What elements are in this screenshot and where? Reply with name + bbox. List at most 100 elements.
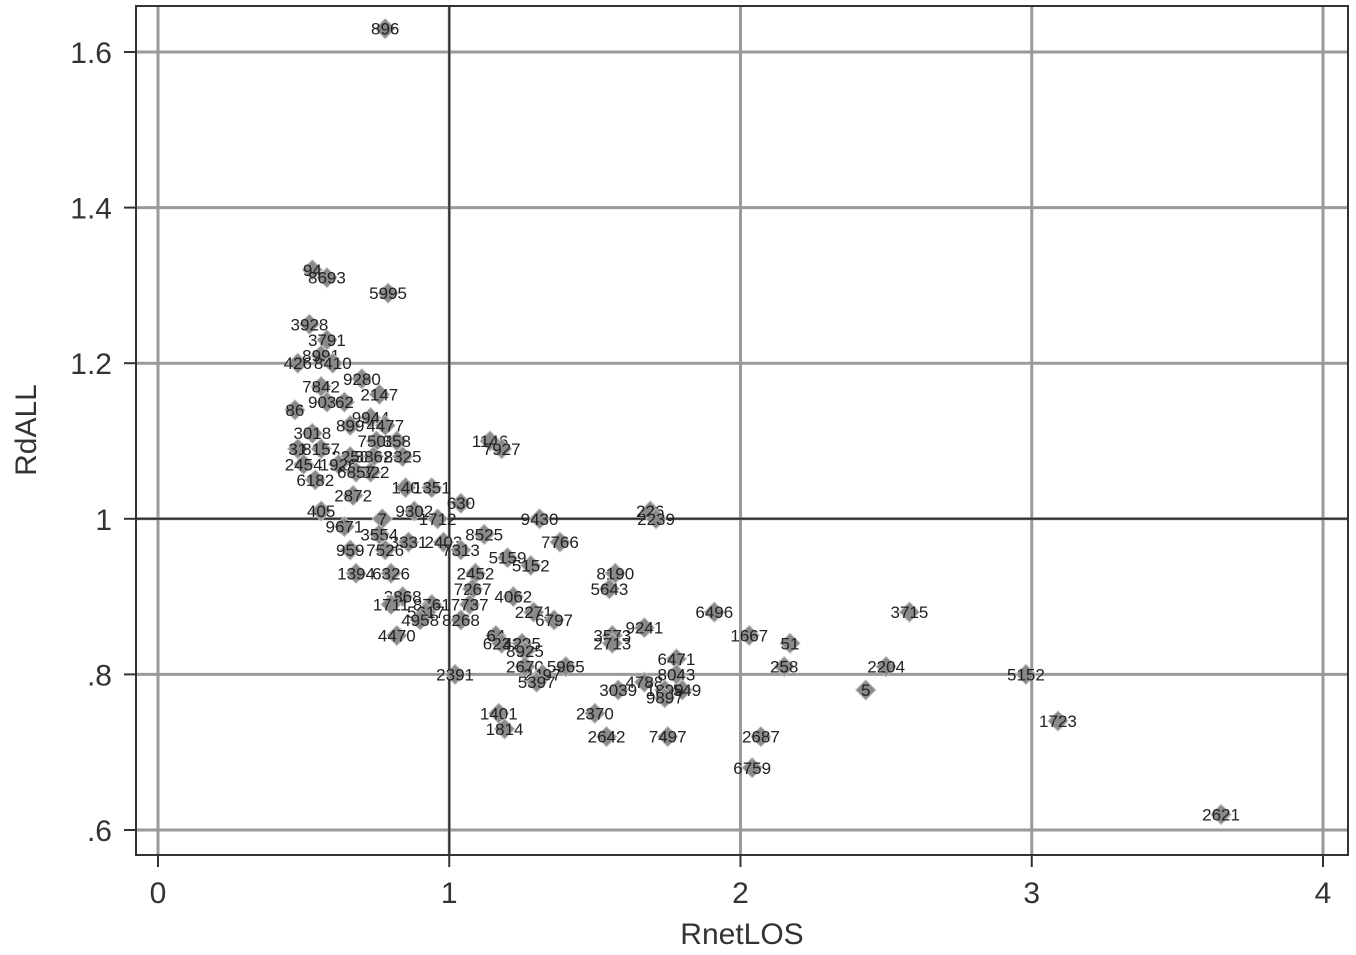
data-point-label: 8325 (384, 448, 422, 467)
data-point-marker (394, 476, 417, 499)
data-point-marker (386, 624, 408, 647)
data-point-marker (514, 655, 536, 678)
data-point-marker (316, 266, 338, 289)
data-point-label: 2452 (457, 564, 495, 583)
data-point-marker (391, 445, 414, 468)
data-point-label: 3331 (390, 533, 428, 552)
data-point-label: 2642 (588, 728, 626, 747)
data-point-marker (671, 679, 693, 701)
data-point-label: 6231 (483, 634, 521, 653)
data-point-marker (520, 554, 542, 577)
data-point-label: 9671 (325, 518, 363, 537)
y-tick-label: 1.6 (70, 37, 112, 70)
data-point-marker (473, 523, 495, 546)
data-point-label: 6182 (296, 471, 334, 490)
data-point-label: 9897 (646, 689, 684, 708)
data-point-marker (607, 679, 629, 701)
data-point-marker (386, 430, 408, 452)
data-point-marker (421, 476, 443, 499)
x-tick-label: 2 (732, 877, 749, 910)
data-point-label: 2391 (436, 665, 474, 684)
data-point-marker (633, 671, 656, 693)
data-point-marker (875, 655, 897, 678)
data-point-marker (426, 508, 449, 530)
data-point-label: 959 (336, 541, 364, 560)
y-tick-label: .6 (87, 815, 112, 848)
data-point-label: 8410 (314, 354, 352, 373)
data-point-label: 8525 (465, 525, 503, 544)
x-tick-label: 1 (441, 877, 458, 910)
data-point-marker (741, 757, 763, 779)
data-point-label: 6857 (337, 463, 375, 482)
x-tick-label: 3 (1023, 877, 1040, 910)
plot-frame (135, 5, 1349, 856)
data-point-label: 2621 (1202, 805, 1240, 824)
data-point-label: 5 (861, 681, 870, 700)
data-point-label: 140 (391, 479, 419, 498)
data-point-marker (665, 663, 688, 686)
data-point-marker (779, 632, 801, 654)
data-point-label: 1351 (413, 479, 451, 498)
data-point-label: 1394 (337, 564, 375, 583)
data-point-label: 1712 (419, 510, 457, 529)
data-point-marker (601, 632, 624, 654)
data-point-marker (342, 484, 364, 507)
data-point-marker (595, 725, 618, 748)
y-tick-label: 1.4 (70, 193, 112, 226)
data-point-marker (292, 453, 315, 476)
data-point-marker (604, 562, 626, 584)
data-point-marker (304, 469, 326, 491)
data-point-label: 7 (378, 510, 387, 529)
data-point-label: 5995 (369, 284, 407, 303)
data-point-marker (543, 609, 565, 631)
data-point-label: 2454 (285, 455, 323, 474)
data-point-label: 5152 (512, 556, 550, 575)
data-point-label: 62 (335, 393, 354, 412)
data-point-marker (450, 609, 472, 631)
data-point-label: 1723 (1039, 712, 1077, 731)
data-point-label: 4062 (494, 588, 532, 607)
data-point-label: 2713 (593, 634, 631, 653)
data-point-marker (450, 492, 472, 514)
data-point-label: 2271 (515, 603, 553, 622)
data-point-marker (333, 515, 356, 538)
data-point-label: 9302 (395, 502, 433, 521)
x-axis-title: RnetLOS (680, 918, 803, 951)
data-point-marker (855, 679, 877, 701)
data-point-marker (345, 461, 367, 483)
data-point-label: 5397 (518, 673, 556, 692)
data-point-label: 6326 (372, 564, 410, 583)
data-point-marker (298, 313, 321, 336)
data-point-marker (645, 508, 667, 530)
y-tick-label: 1.2 (70, 348, 112, 381)
data-point-marker (738, 624, 760, 647)
data-point-marker (403, 500, 426, 522)
data-point-label: 3862 (355, 448, 393, 467)
data-point-marker (750, 725, 772, 748)
data-point-label: 2370 (576, 704, 614, 723)
data-point-label: 94 (303, 261, 322, 280)
data-point-label: 2687 (742, 728, 780, 747)
data-points: 8969486935995392837914268991841092807842… (284, 17, 1240, 826)
data-point-label: 3018 (293, 424, 331, 443)
data-point-label: 7313 (442, 541, 480, 560)
data-point-label: 86 (285, 401, 304, 420)
data-point-marker (310, 438, 332, 460)
data-point-label: 3715 (891, 603, 929, 622)
data-point-marker (339, 414, 361, 437)
data-point-marker (490, 438, 513, 460)
data-point-label: 5152 (1007, 665, 1045, 684)
data-point-label: 6797 (535, 611, 573, 630)
data-point-marker (502, 585, 525, 608)
data-point-label: 8693 (308, 269, 346, 288)
data-point-label: 9280 (343, 370, 381, 389)
y-tick-label: .8 (87, 659, 112, 692)
data-point-label: 4477 (366, 416, 404, 435)
data-point-label: 51 (781, 634, 800, 653)
data-point-marker (654, 687, 676, 709)
data-point-marker (316, 391, 338, 413)
data-point-marker (598, 578, 621, 600)
data-point-label: 4470 (378, 627, 416, 646)
data-point-label: 7497 (649, 728, 687, 747)
